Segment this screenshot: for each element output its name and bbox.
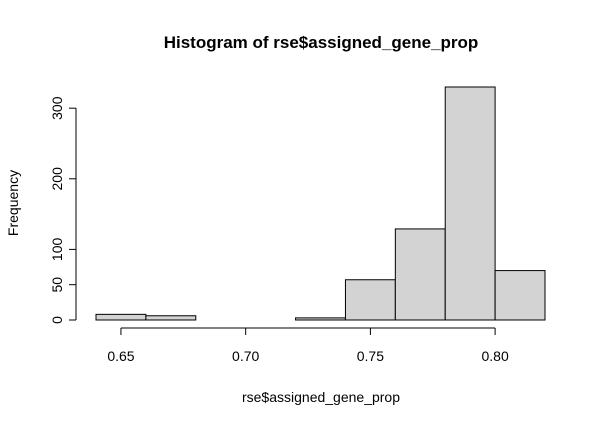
bars-group xyxy=(95,86,546,321)
histogram-bar-0 xyxy=(95,313,147,321)
histogram-bar-8 xyxy=(494,270,546,321)
y-tick-label: 200 xyxy=(49,167,65,191)
y-tick-label: 100 xyxy=(49,238,65,262)
x-tick-label: 0.70 xyxy=(232,348,259,364)
x-tick-label: 0.80 xyxy=(481,348,508,364)
x-tick-label: 0.75 xyxy=(357,348,384,364)
y-axis-label: Frequency xyxy=(5,170,21,236)
histogram-bar-1 xyxy=(145,315,197,321)
x-axis-label: rse$assigned_gene_prop xyxy=(242,389,400,405)
histogram-bar-7 xyxy=(444,86,496,321)
histogram-bar-5 xyxy=(344,279,396,321)
y-axis: 0 50 100 200 300 xyxy=(49,96,77,324)
y-tick-label: 300 xyxy=(49,96,65,120)
x-tick-label: 0.65 xyxy=(107,348,134,364)
x-axis: 0.65 0.70 0.75 0.80 xyxy=(107,327,509,364)
histogram-bar-4 xyxy=(295,317,346,321)
chart-title: Histogram of rse$assigned_gene_prop xyxy=(164,33,479,52)
y-tick-label: 50 xyxy=(49,277,65,293)
histogram-bar-6 xyxy=(394,228,446,321)
y-tick-label: 0 xyxy=(49,316,65,324)
